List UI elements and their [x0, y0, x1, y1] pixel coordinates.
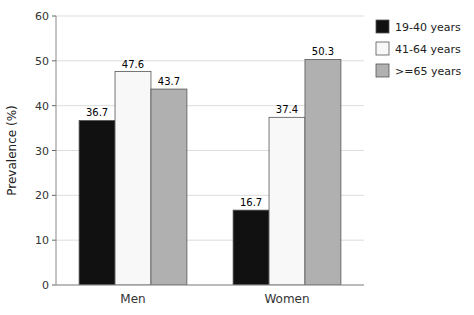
y-tick: [52, 16, 56, 17]
y-tick: [52, 285, 56, 286]
y-tick: [52, 105, 56, 106]
y-tick: [52, 240, 56, 241]
data-labels: 36.7 47.6 43.7 16.7 37.4 50.3: [86, 46, 334, 208]
legend-swatch: [376, 64, 389, 77]
data-label: 43.7: [158, 76, 180, 87]
data-label: 47.6: [122, 59, 144, 70]
legend-label: >=65 years: [395, 65, 461, 78]
legend-label: 41-64 years: [395, 43, 461, 56]
y-tick-label: 50: [35, 55, 49, 68]
grid-line: [56, 16, 364, 17]
bar: [269, 117, 305, 285]
grid-line: [56, 285, 364, 286]
bar: [151, 89, 187, 285]
y-tick-label: 10: [35, 234, 49, 247]
bar: [79, 120, 115, 285]
data-label: 37.4: [276, 104, 298, 115]
x-tick-label: Women: [264, 292, 309, 306]
chart: 0 10 20 30 40 50 60 Prevalence (%) 36.7 47.6 43.7 1…: [0, 0, 474, 315]
legend: 19-40 years 41-64 years >=65 years: [376, 20, 461, 78]
bars: [79, 59, 341, 285]
bar: [233, 210, 269, 285]
data-label: 50.3: [312, 46, 334, 57]
bar: [115, 72, 151, 285]
x-axis-line: [56, 285, 364, 286]
y-tick-label: 0: [42, 279, 49, 292]
y-tick-label: 20: [35, 189, 49, 202]
data-label: 16.7: [240, 197, 262, 208]
y-tick: [52, 195, 56, 196]
y-tick: [52, 60, 56, 61]
y-tick-label: 40: [35, 100, 49, 113]
bar: [305, 59, 341, 285]
legend-swatch: [376, 20, 389, 33]
y-tick: [52, 150, 56, 151]
y-axis-label: Prevalence (%): [5, 105, 19, 195]
chart-container: 0 10 20 30 40 50 60 Prevalence (%) 36.7 47.6 43.7 1…: [0, 0, 474, 315]
y-tick-label: 60: [35, 10, 49, 23]
legend-swatch: [376, 42, 389, 55]
x-tick-label: Men: [120, 292, 145, 306]
y-axis-line: [56, 16, 57, 285]
y-tick-label: 30: [35, 145, 49, 158]
data-label: 36.7: [86, 107, 108, 118]
legend-label: 19-40 years: [395, 21, 461, 34]
